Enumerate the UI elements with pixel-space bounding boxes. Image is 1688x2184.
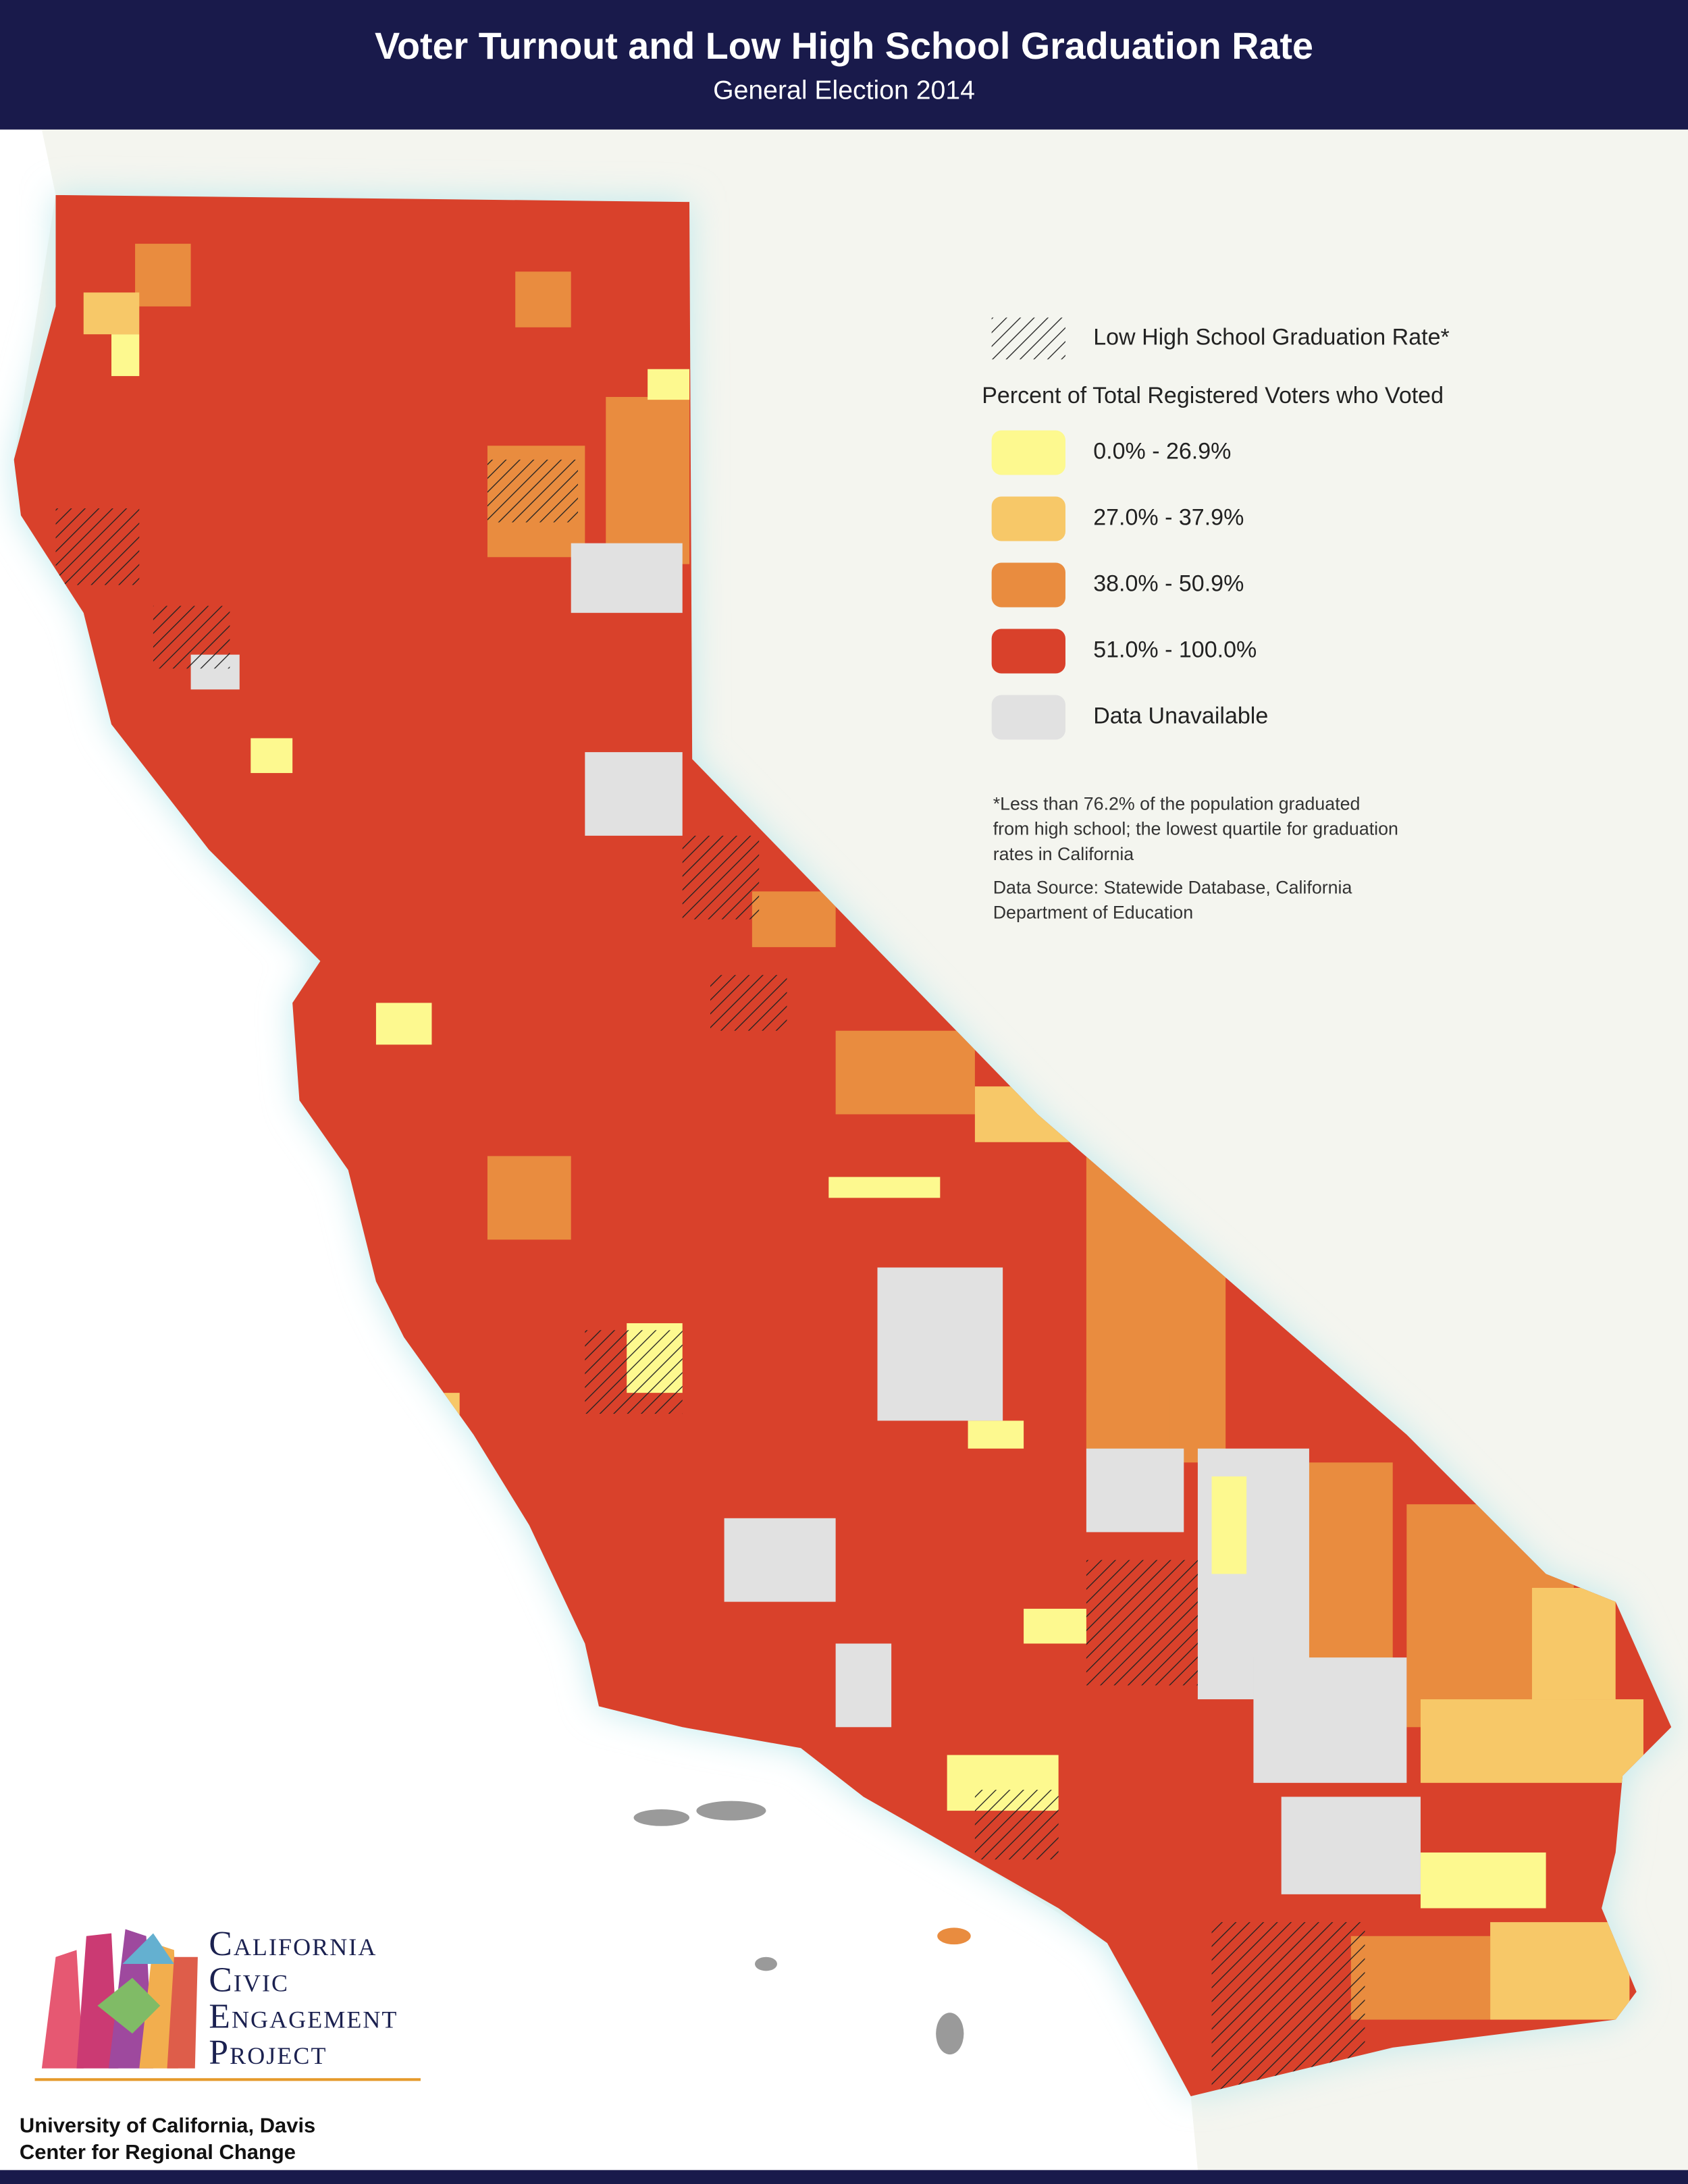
logo-hands [41, 1929, 198, 2069]
legend-swatch [991, 695, 1065, 740]
legend-swatch [991, 562, 1065, 608]
logo-line: Project [209, 2033, 327, 2072]
legend-label: Data Unavailable [1093, 703, 1268, 728]
islands [633, 1801, 971, 2055]
header-bar [0, 0, 1688, 130]
ocean [0, 129, 1198, 2170]
footer-bar [0, 2170, 1688, 2184]
subtitle: General Election 2014 [713, 76, 975, 105]
legend-label: 38.0% - 50.9% [1093, 571, 1244, 597]
legend-label: 51.0% - 100.0% [1093, 637, 1257, 662]
footnote-line: rates in California [993, 844, 1134, 864]
logo-line: California [209, 1925, 377, 1963]
hatch-swatch [991, 317, 1065, 360]
source-line: Department of Education [993, 902, 1193, 922]
footer-line: Center for Regional Change [20, 2140, 296, 2164]
source-line: Data Source: Statewide Database, Califor… [993, 877, 1352, 897]
logo-line: Engagement [209, 1997, 398, 2035]
footer: University of California, Davis Center fo… [20, 2114, 315, 2164]
legend-label: 27.0% - 37.9% [1093, 505, 1244, 531]
hatch-group [55, 459, 1365, 2089]
legend-label: 0.0% - 26.9% [1093, 439, 1231, 464]
legend-title: Percent of Total Registered Voters who V… [982, 383, 1444, 408]
hatch-label: Low High School Graduation Rate* [1093, 324, 1450, 350]
legend-swatch [991, 496, 1065, 541]
footer-line: University of California, Davis [20, 2114, 315, 2137]
legend-swatch [991, 629, 1065, 674]
legend-swatch [991, 430, 1065, 475]
title: Voter Turnout and Low High School Gradua… [375, 25, 1313, 67]
legend: Low High School Graduation Rate* Percent… [982, 317, 1450, 740]
notes: *Less than 76.2% of the population gradu… [993, 794, 1398, 923]
logo-line: Civic [209, 1961, 289, 2000]
footnote-line: *Less than 76.2% of the population gradu… [993, 794, 1361, 814]
footnote-line: from high school; the lowest quartile fo… [993, 819, 1398, 839]
